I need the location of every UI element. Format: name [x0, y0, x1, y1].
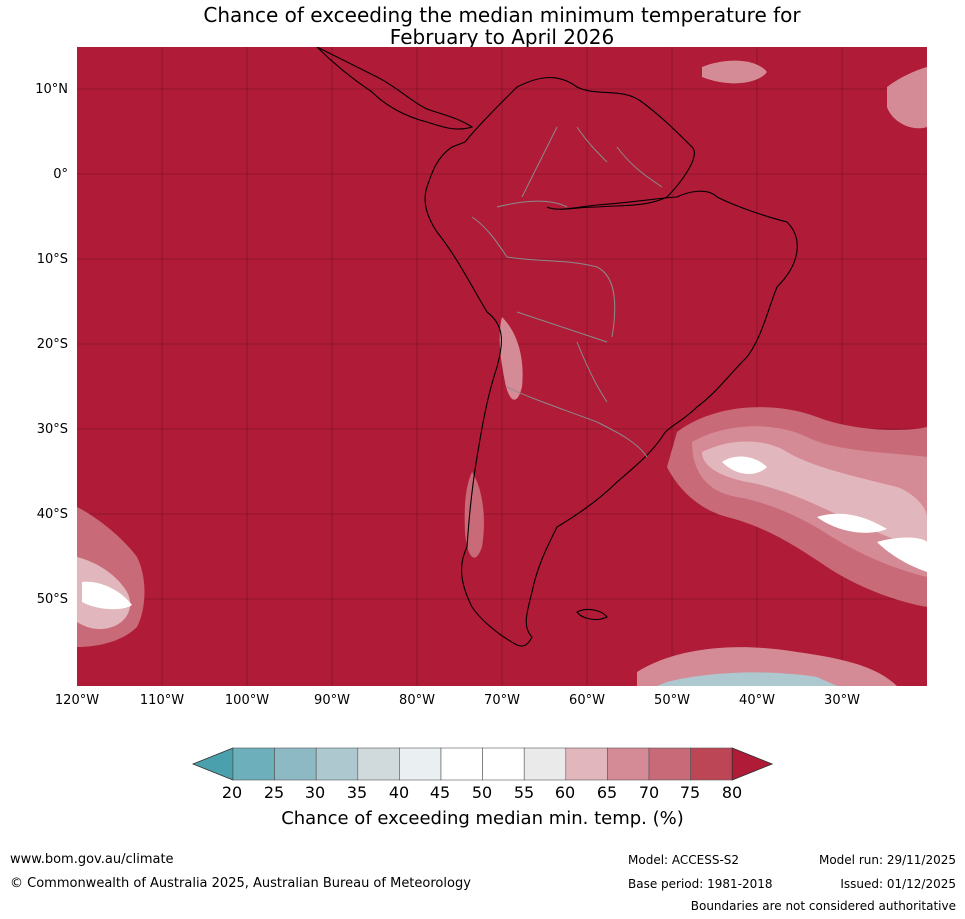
colorbar-cell [315, 747, 359, 781]
lon-label-60w: 60°W [569, 693, 605, 708]
colorbar-tick-75: 75 [679, 783, 701, 802]
colorbar-label: Chance of exceeding median min. temp. (%… [281, 808, 684, 829]
lat-label-50s: 50°S [36, 592, 68, 607]
map-canvas [77, 47, 927, 686]
patch-south-atlantic-white [722, 456, 767, 474]
colorbar-cell [482, 747, 525, 781]
lat-label-10s: 10°S [36, 252, 68, 267]
patch-south-atlantic-white-2 [817, 513, 887, 533]
lon-label-70w: 70°W [484, 693, 520, 708]
colorbar-cell [357, 747, 400, 781]
colorbar-cell [399, 747, 442, 781]
colorbar-cell [440, 747, 483, 781]
lon-label-40w: 40°W [739, 693, 775, 708]
lon-label-120w: 120°W [54, 693, 100, 708]
lon-label-80w: 80°W [399, 693, 435, 708]
colorbar-tick-25: 25 [263, 783, 285, 802]
colorbar-cell [565, 747, 608, 781]
lon-label-30w: 30°W [824, 693, 860, 708]
title-line-1: Chance of exceeding the median minimum t… [203, 3, 801, 27]
colorbar-tick-60: 60 [554, 783, 576, 802]
patch-andes [499, 317, 523, 400]
lon-label-110w: 110°W [139, 693, 185, 708]
colorbar-extend-low [191, 747, 234, 781]
colorbar [191, 747, 774, 781]
south-america-coast [424, 76, 798, 647]
colorbar-tick-35: 35 [346, 783, 368, 802]
lat-label-0: 0° [53, 167, 68, 182]
falklands [576, 608, 608, 621]
colorbar-tick-45: 45 [429, 783, 451, 802]
patch-andes-south [464, 472, 484, 558]
colorbar-tick-65: 65 [596, 783, 618, 802]
copyright-text: © Commonwealth of Australia 2025, Austra… [10, 876, 471, 891]
colorbar-tick-70: 70 [638, 783, 660, 802]
colorbar-extend-high [731, 747, 774, 781]
colorbar-tick-80: 80 [721, 783, 743, 802]
title-line-2: February to April 2026 [389, 25, 615, 49]
colorbar-tick-50: 50 [471, 783, 493, 802]
model-name: Model: ACCESS-S2 [628, 853, 740, 867]
colorbar-tick-30: 30 [304, 783, 326, 802]
colorbar-tick-55: 55 [513, 783, 535, 802]
probability-patches [77, 60, 927, 686]
lon-label-100w: 100°W [224, 693, 270, 708]
patch-ne-atlantic [702, 60, 767, 84]
patch-ne-atlantic-2 [887, 67, 927, 129]
patch-west-pacific-white [82, 581, 132, 610]
lat-label-30s: 30°S [36, 422, 68, 437]
patch-southern-ocean-cool [657, 672, 837, 686]
colorbar-cell [607, 747, 650, 781]
central-america-coast [316, 47, 474, 130]
colorbar-tick-20: 20 [221, 783, 243, 802]
lat-label-40s: 40°S [36, 507, 68, 522]
lat-label-20s: 20°S [36, 337, 68, 352]
boundaries-disclaimer: Boundaries are not considered authoritat… [690, 899, 956, 913]
issued-date: Issued: 01/12/2025 [840, 877, 956, 891]
colorbar-cell [648, 747, 691, 781]
probability-map [77, 47, 927, 686]
colorbar-cell [232, 747, 275, 781]
colorbar-tick-40: 40 [388, 783, 410, 802]
patch-south-atlantic-white-3 [877, 537, 927, 572]
lon-label-50w: 50°W [654, 693, 690, 708]
lon-label-90w: 90°W [314, 693, 350, 708]
coastlines [316, 47, 798, 647]
map-title: Chance of exceeding the median minimum t… [77, 4, 927, 48]
base-period: Base period: 1981-2018 [628, 877, 773, 891]
colorbar-cell [690, 747, 733, 781]
colorbar-cells [191, 747, 774, 781]
model-run-date: Model run: 29/11/2025 [818, 853, 956, 867]
website-link[interactable]: www.bom.gov.au/climate [10, 852, 174, 867]
country-borders [471, 126, 663, 458]
lat-label-10n: 10°N [35, 82, 68, 97]
colorbar-cell [274, 747, 317, 781]
graticule [77, 47, 927, 686]
colorbar-cell [523, 747, 567, 781]
